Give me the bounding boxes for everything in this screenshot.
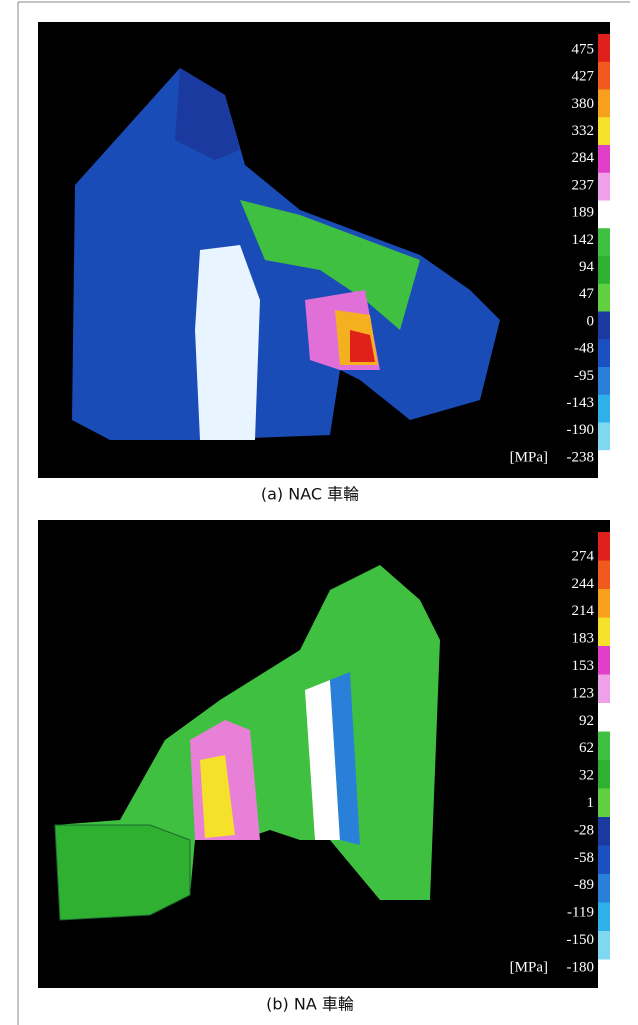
colorbar-segment [598, 34, 610, 62]
colorbar-segment [598, 367, 610, 395]
colorbar-label: 475 [572, 41, 595, 57]
colorbar-label: -95 [574, 368, 594, 384]
colorbar-segment [598, 256, 610, 284]
colorbar-label: 284 [572, 150, 595, 166]
colorbar-cap [598, 22, 610, 34]
colorbar-segment [598, 450, 610, 478]
colorbar-segment [598, 903, 610, 932]
colorbar-label: -238 [567, 449, 595, 465]
colorbar-segment [598, 589, 610, 618]
colorbar-segment [598, 789, 610, 818]
colorbar-segment [598, 931, 610, 960]
colorbar-label: 123 [572, 685, 595, 701]
colorbar-segment [598, 561, 610, 590]
colorbar-segment [598, 760, 610, 789]
colorbar-label: 237 [572, 177, 595, 193]
colorbar-segment [598, 618, 610, 647]
colorbar-segment [598, 145, 610, 173]
colorbar-label: 380 [572, 96, 595, 112]
colorbar-label: 32 [579, 768, 594, 784]
colorbar-segment [598, 703, 610, 732]
colorbar-label: 332 [572, 123, 595, 139]
colorbar-label: 1 [587, 795, 595, 811]
colorbar-segment [598, 339, 610, 367]
colorbar-segment [598, 62, 610, 90]
colorbar-label: 47 [579, 286, 595, 302]
colorbar-label: 142 [572, 232, 595, 248]
colorbar-label: 189 [572, 205, 595, 221]
colorbar-label: 92 [579, 713, 594, 729]
colorbar-segment [598, 874, 610, 903]
colorbar-segment [598, 312, 610, 340]
colorbar-segment [598, 675, 610, 704]
stress-zone [195, 245, 260, 440]
colorbar-segment [598, 532, 610, 561]
colorbar-label: -89 [574, 877, 594, 893]
colorbar-segment [598, 117, 610, 145]
colorbar-label: -28 [574, 822, 594, 838]
colorbar-segment [598, 173, 610, 201]
colorbar-cap [598, 520, 610, 532]
colorbar-label: 183 [572, 631, 595, 647]
unit-label: [MPa] [510, 959, 548, 975]
colorbar-segment [598, 646, 610, 675]
colorbar-label: -150 [567, 932, 595, 948]
unit-label: [MPa] [510, 449, 548, 465]
colorbar-segment [598, 423, 610, 451]
colorbar-label: 244 [572, 576, 595, 592]
caption: (a) NAC 車輪 [261, 485, 359, 504]
colorbar-label: 62 [579, 740, 594, 756]
figure: 475 427 380 332 284 237 189 142 94 47 0 -48 -95 -143 -… [0, 0, 638, 1025]
colorbar-segment [598, 960, 610, 989]
colorbar-label: 94 [579, 259, 595, 275]
colorbar-label: -58 [574, 850, 594, 866]
colorbar-label: 0 [587, 313, 595, 329]
colorbar-segment [598, 284, 610, 312]
colorbar-label: -190 [567, 422, 595, 438]
colorbar-label: -119 [567, 905, 594, 921]
caption: (b) NA 車輪 [266, 995, 354, 1014]
colorbar-segment [598, 395, 610, 423]
colorbar-label: -48 [574, 341, 594, 357]
colorbar-segment [598, 201, 610, 229]
colorbar-label: -143 [567, 395, 595, 411]
colorbar-segment [598, 90, 610, 118]
colorbar-label: -180 [567, 959, 595, 975]
colorbar-segment [598, 846, 610, 875]
colorbar-label: 214 [572, 603, 595, 619]
colorbar-segment [598, 732, 610, 761]
colorbar-segment [598, 228, 610, 256]
colorbar-label: 427 [572, 69, 595, 85]
colorbar-label: 153 [572, 658, 595, 674]
colorbar-segment [598, 817, 610, 846]
colorbar-label: 274 [572, 548, 595, 564]
